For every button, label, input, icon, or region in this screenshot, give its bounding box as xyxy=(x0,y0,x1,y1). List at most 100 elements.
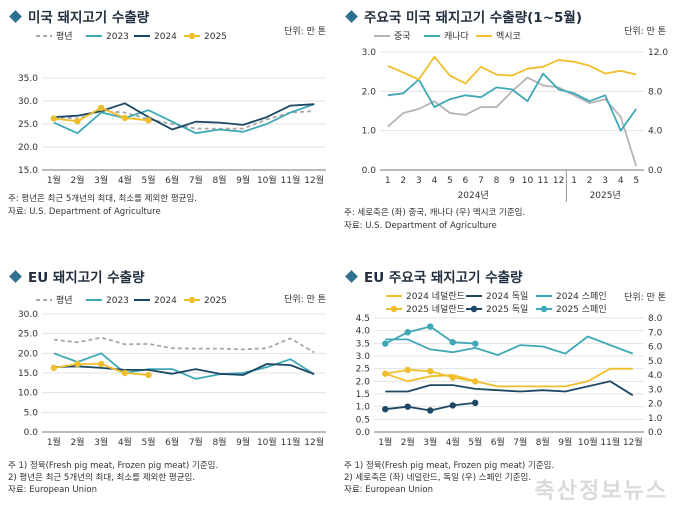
y-tick-label: 3.0 xyxy=(356,352,371,362)
x-tick-label: 11월 xyxy=(281,436,301,448)
x-tick-label: 5월 xyxy=(468,436,482,448)
x-tick-label: 12월 xyxy=(304,436,324,448)
chart-title: EU 돼지고기 수출량 xyxy=(8,266,145,286)
series-line xyxy=(53,352,315,380)
data-point xyxy=(121,114,129,122)
data-point xyxy=(472,399,479,407)
unit-label: 단위: 만 톤 xyxy=(284,294,326,305)
x-tick-label: 3 xyxy=(416,176,422,186)
chart-source: 자료: European Union xyxy=(344,485,433,495)
x-tick-label: 5월 xyxy=(141,174,155,186)
chart-eu-exports: 0.0 5.0 10.0 15.0 20.0 25.0 30.0 1월 2월 3월 4월 5월 6월 7월… xyxy=(18,294,326,448)
x-tick-label: 11월 xyxy=(600,436,620,448)
data-point xyxy=(74,118,81,125)
x-tick-label: 11월 xyxy=(281,174,301,186)
x-tick-label: 2월 xyxy=(401,436,415,448)
y-tick-label: 4.5 xyxy=(356,314,370,324)
x-tick-label: 5 xyxy=(633,176,639,186)
x-tick-label: 11 xyxy=(537,176,548,186)
x-tick-label: 12월 xyxy=(304,174,324,186)
legend-label: 2024 독일 xyxy=(486,291,528,302)
legend-marker xyxy=(470,305,478,313)
chart-source: 자료: U.S. Department of Agriculture xyxy=(8,207,161,217)
x-tick-label: 5월 xyxy=(141,436,155,448)
legend-label: 중국 xyxy=(394,31,411,42)
y2-tick-label: 6.0 xyxy=(648,343,663,353)
y-tick-label: 30.0 xyxy=(18,310,38,320)
series-line xyxy=(385,380,634,397)
legend-label: 멕시코 xyxy=(496,31,521,42)
legend-label: 캐나다 xyxy=(444,31,470,42)
x-tick-label: 10월 xyxy=(257,436,277,448)
x-tick-label: 3월 xyxy=(94,436,108,448)
data-point xyxy=(145,117,152,124)
chart-note: 주 1) 정육(Fresh pig meat, Frozen pig meat)… xyxy=(8,461,219,471)
y-tick-label: 3.5 xyxy=(356,339,370,349)
chart-us-exports-by-country: 0.01.02.03.00.04.08.012.01 2 3 4 5 6 7 8 9 10 11 12… xyxy=(362,26,668,202)
y2-tick-label: 0.0 xyxy=(648,166,663,176)
chart-title: 주요국 미국 돼지고기 수출량(1~5월) xyxy=(344,6,582,26)
y2-tick-label: 4.0 xyxy=(648,127,663,137)
legend-label: 2025 스페인 xyxy=(556,304,607,315)
y-tick-label: 1.0 xyxy=(356,403,371,413)
y-tick-label: 2.0 xyxy=(362,87,377,97)
data-point xyxy=(449,402,456,409)
data-point xyxy=(74,360,81,368)
legend-label: 2024 스페인 xyxy=(556,291,607,302)
data-point xyxy=(97,104,105,112)
legend-marker xyxy=(540,305,548,313)
chart-title: EU 주요국 돼지고기 수출량 xyxy=(344,266,522,286)
y2-tick-label: 12.0 xyxy=(648,48,668,58)
legend-label: 평년 xyxy=(56,31,73,42)
series-line xyxy=(53,336,315,354)
x-tick-label: 10월 xyxy=(578,436,598,448)
legend-label: 2023 xyxy=(106,32,129,42)
x-tick-label: 8월 xyxy=(212,174,226,186)
x-tick-label: 10월 xyxy=(257,174,277,186)
y2-tick-label: 2.0 xyxy=(648,400,663,410)
data-point xyxy=(382,406,389,413)
legend-label: 2025 독일 xyxy=(486,304,528,315)
chart-us-exports: 15.0 20.0 25.0 30.0 35.0 1월 2월 3월 4월 5월 6월 7월 8월 9월 10… xyxy=(18,26,326,186)
series-line xyxy=(385,367,633,388)
chart-panel-us-exports: 미국 돼지고기 수출량 15.0 20.0 25.0 30.0 35.0 1월 2월 3월 4월… xyxy=(8,2,338,247)
y2-tick-label: 7.0 xyxy=(648,328,663,338)
data-point xyxy=(427,368,434,375)
x-tick-label: 2월 xyxy=(70,174,84,186)
x-tick-label: 6월 xyxy=(165,174,179,186)
x-tick-label: 2 xyxy=(587,176,593,186)
y2-tick-label: 8.0 xyxy=(648,314,663,324)
data-point xyxy=(472,378,479,385)
y2-tick-label: 0.0 xyxy=(648,428,663,438)
data-point xyxy=(427,323,434,330)
unit-label: 단위: 만 톤 xyxy=(284,26,326,37)
x-tick-label: 1 xyxy=(385,176,391,186)
y-tick-label: 5.0 xyxy=(24,408,39,418)
data-point xyxy=(404,403,411,410)
x-tick-label: 1월 xyxy=(47,436,61,448)
series-line xyxy=(53,102,315,131)
x-tick-label: 7월 xyxy=(513,436,527,448)
x-tick-label: 4 xyxy=(431,176,437,186)
x-tick-label: 1월 xyxy=(378,436,392,448)
y2-tick-label: 5.0 xyxy=(648,357,663,367)
x-tick-label: 9 xyxy=(509,176,515,186)
x-tick-label: 6월 xyxy=(491,436,505,448)
y-tick-label: 0.0 xyxy=(362,166,377,176)
unit-label: 단위: 만 톤 xyxy=(624,26,666,37)
data-point xyxy=(50,115,58,122)
data-point xyxy=(449,339,456,346)
x-tick-label: 2 xyxy=(400,176,406,186)
x-tick-label: 3월 xyxy=(423,436,437,448)
x-tick-label: 9월 xyxy=(236,436,250,448)
y-tick-label: 25.0 xyxy=(18,120,38,130)
series-line xyxy=(387,56,637,85)
y-tick-label: 2.0 xyxy=(356,377,371,387)
x-tick-label: 8월 xyxy=(212,436,226,448)
x-tick-label: 1 xyxy=(571,176,577,186)
chart-source: 자료: U.S. Department of Agriculture xyxy=(344,221,497,231)
year-label: 2024년 xyxy=(458,190,489,201)
y-tick-label: 10.0 xyxy=(18,389,38,399)
data-point xyxy=(472,340,479,347)
data-point xyxy=(121,369,129,377)
